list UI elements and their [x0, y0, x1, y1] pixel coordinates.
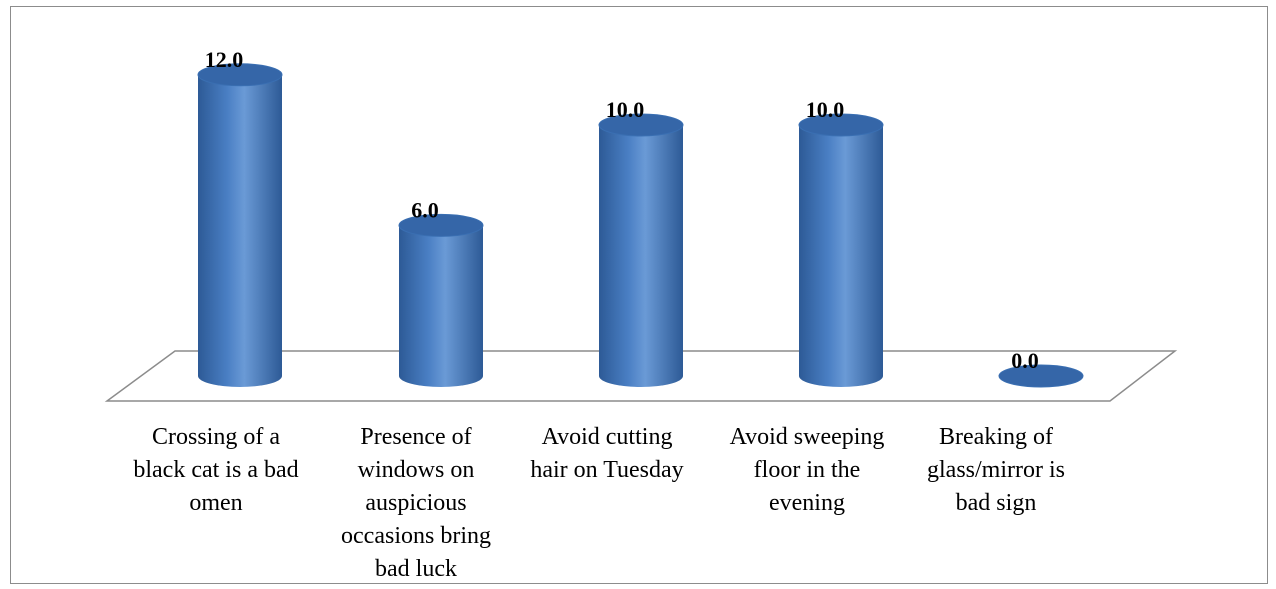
- data-label-4: 10.0: [806, 97, 845, 122]
- bar-5: 0.0: [998, 348, 1084, 388]
- bar-3: 10.0: [598, 97, 684, 387]
- bar-top-3: [598, 113, 684, 137]
- data-label-1: 12.0: [205, 47, 244, 72]
- bar-1: 12.0: [197, 47, 283, 388]
- bar-group: 12.0 6.0 10.0 10.0 0.0: [197, 47, 1084, 388]
- bar-body-3: [599, 125, 683, 387]
- x-tick-label-2: Presence of windows on auspicious occasi…: [341, 424, 491, 582]
- bar-top-4: [798, 113, 884, 137]
- x-tick-label-5: Breaking of glass/mirror is bad sign: [927, 424, 1065, 516]
- data-label-3: 10.0: [606, 97, 645, 122]
- bar-top-1: [197, 63, 283, 87]
- x-tick-label-3: Avoid cutting hair on Tuesday: [530, 424, 684, 483]
- bar-body-1: [198, 74, 282, 388]
- x-tick-label-4: Avoid sweeping floor in the evening: [729, 424, 885, 516]
- data-label-2: 6.0: [411, 197, 439, 222]
- bar-2: 6.0: [398, 197, 484, 387]
- data-label-5: 0.0: [1011, 348, 1039, 373]
- bar-body-4: [799, 125, 883, 387]
- bar-body-2: [399, 225, 483, 387]
- x-tick-label-1: Crossing of a black cat is a bad omen: [133, 424, 299, 516]
- bar-4: 10.0: [798, 97, 884, 387]
- bar-top-5: [998, 364, 1084, 388]
- bar-top-2: [398, 213, 484, 237]
